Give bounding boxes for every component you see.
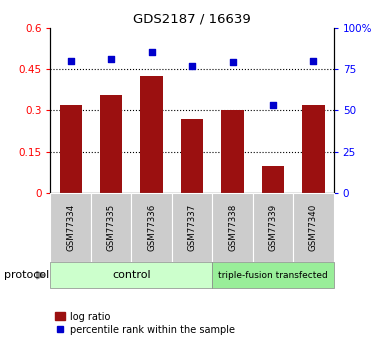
Bar [140, 76, 163, 193]
Bar [100, 95, 122, 193]
Text: triple-fusion transfected: triple-fusion transfected [218, 270, 328, 280]
Text: protocol: protocol [4, 270, 49, 280]
Title: GDS2187 / 16639: GDS2187 / 16639 [133, 12, 251, 25]
Bar [262, 166, 284, 193]
Bar [181, 119, 203, 193]
Text: GSM77334: GSM77334 [66, 204, 75, 251]
Text: GSM77336: GSM77336 [147, 204, 156, 251]
Point [229, 60, 236, 65]
Polygon shape [37, 272, 45, 279]
Bar [59, 105, 82, 193]
Point [149, 50, 155, 55]
Text: GSM77339: GSM77339 [268, 204, 277, 251]
Point [68, 58, 74, 63]
Bar [222, 110, 244, 193]
Text: control: control [112, 270, 151, 280]
Point [189, 63, 195, 68]
Point [310, 58, 317, 63]
Legend: log ratio, percentile rank within the sample: log ratio, percentile rank within the sa… [52, 308, 239, 338]
Point [108, 56, 114, 62]
Text: GSM77340: GSM77340 [309, 204, 318, 251]
Text: GSM77337: GSM77337 [187, 204, 197, 251]
Text: GSM77338: GSM77338 [228, 204, 237, 251]
Bar [302, 105, 325, 193]
Text: GSM77335: GSM77335 [107, 204, 116, 251]
Point [270, 103, 276, 108]
